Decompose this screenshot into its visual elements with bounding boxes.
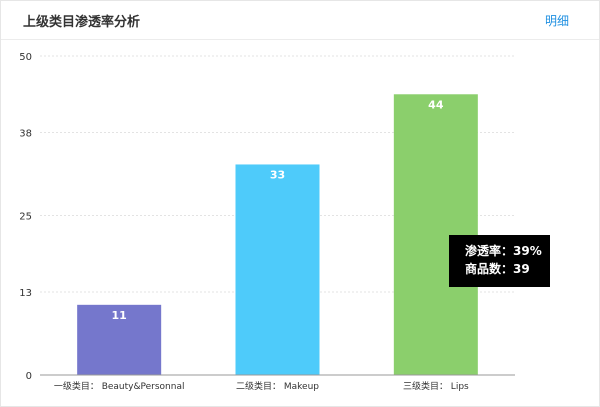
bar-value-label: 44 — [428, 98, 444, 111]
bar[interactable] — [235, 164, 320, 375]
bar-tooltip: 渗透率：39% 商品数：39 — [449, 235, 550, 287]
panel-header: 上级类目渗透率分析 明细 — [1, 1, 599, 40]
x-tick-label: 三级类目： Lips — [403, 380, 469, 392]
bar-value-label: 33 — [270, 168, 285, 181]
y-tick-label: 0 — [26, 371, 32, 382]
bar[interactable] — [393, 94, 478, 375]
tooltip-penetration-rate: 渗透率：39% — [465, 244, 542, 258]
tooltip-product-count: 商品数：39 — [465, 262, 530, 276]
y-tick-label: 13 — [19, 288, 32, 299]
x-tick-label: 一级类目： Beauty&Personnal — [54, 380, 185, 392]
x-tick-label: 二级类目： Makeup — [236, 380, 319, 392]
panel-title: 上级类目渗透率分析 — [23, 15, 141, 30]
bar[interactable] — [77, 304, 162, 375]
y-tick-label: 38 — [19, 129, 32, 140]
detail-link[interactable]: 明细 — [544, 14, 569, 28]
y-axis-ticks: 0 13 25 38 50 — [19, 52, 32, 382]
x-axis-ticks: 一级类目： Beauty&Personnal 二级类目： Makeup 三级类目： … — [54, 380, 469, 392]
y-tick-label: 50 — [19, 52, 32, 63]
bars: 11 33 44 — [77, 94, 478, 375]
y-tick-label: 25 — [19, 212, 32, 223]
bar-value-label: 11 — [112, 309, 127, 322]
